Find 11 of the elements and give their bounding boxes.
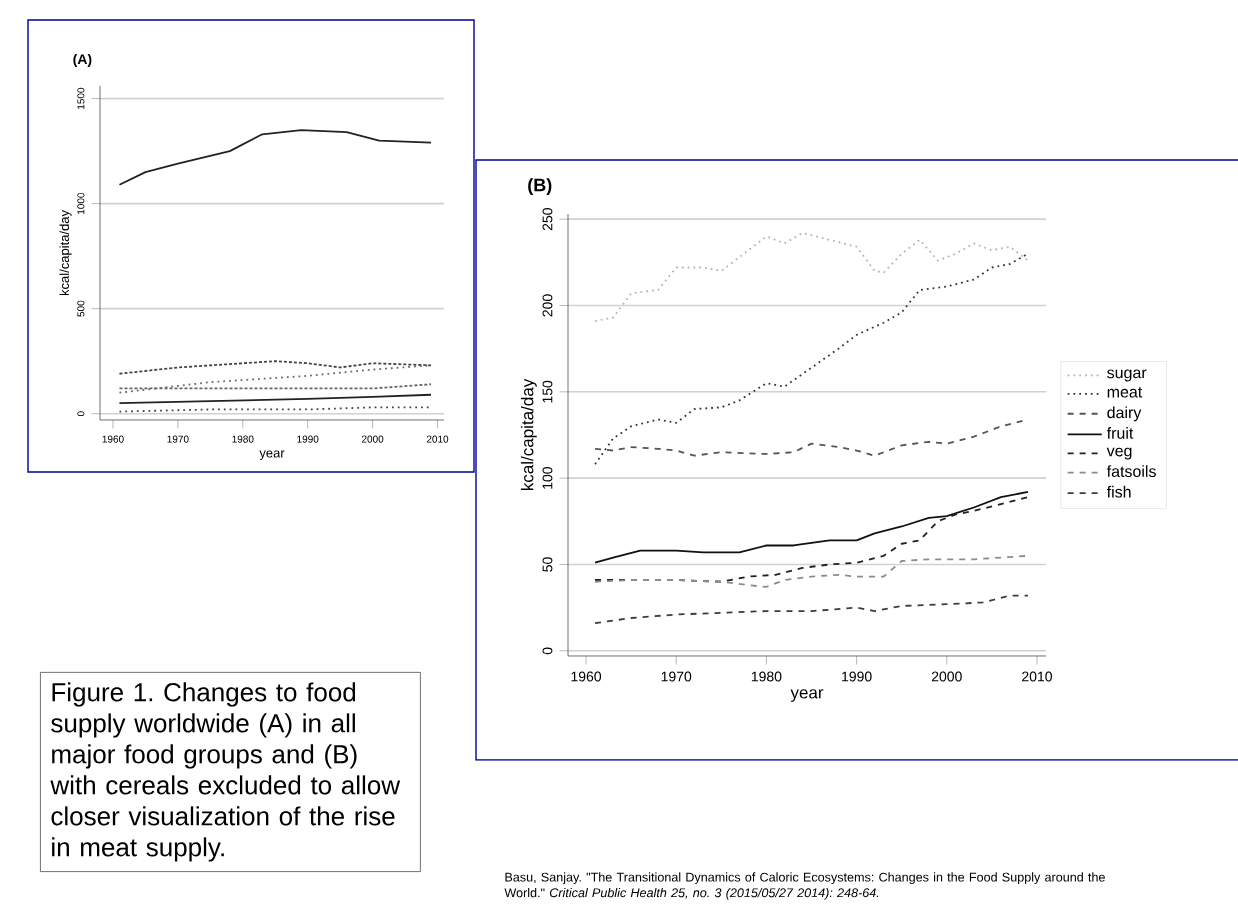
legend-label: fruit [1106,427,1134,439]
legend-label: dairy [1107,406,1142,422]
x-axis-title: year [790,689,824,702]
chart-title: (B) [528,178,552,195]
legend-label: fatsoils [1106,465,1156,478]
y-axis-title: kcal/capita/day [520,378,537,491]
legend-label: fish [1106,485,1131,498]
legend-label: veg [1106,447,1132,460]
legend-label: sugar [1107,369,1147,382]
caption: Figure 1. Changes to food supply worldwide (A) in all major food groups and (B) with cereals excluded to allow closer visualization of the rise in meat supply. [50,682,401,862]
legend-label: meat [1107,387,1143,398]
